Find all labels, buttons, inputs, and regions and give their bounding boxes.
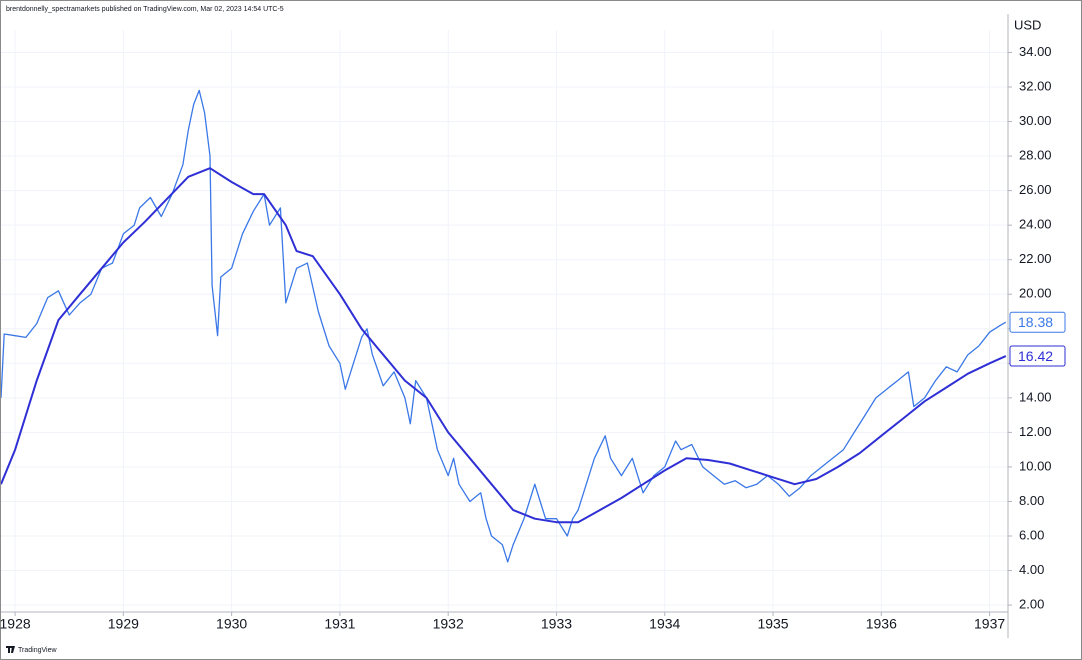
x-tick-label: 1930 (216, 616, 247, 632)
y-tick-label: 2.00 (1019, 597, 1044, 612)
y-tick-label: 12.00 (1019, 424, 1052, 439)
x-tick-label: 1933 (541, 616, 572, 632)
x-tick-label: 1935 (757, 616, 788, 632)
y-tick-label: 6.00 (1019, 527, 1044, 542)
last-value-box (1009, 311, 1066, 333)
y-tick-label: 10.00 (1019, 458, 1052, 473)
y-tick-label: 20.00 (1019, 286, 1052, 301)
unit-label: USD (1014, 17, 1041, 32)
y-tick-label: 14.00 (1019, 389, 1052, 404)
x-tick-label: 1937 (974, 616, 1005, 632)
y-tick-label: 24.00 (1019, 217, 1052, 232)
x-tick-label: 1928 (0, 616, 31, 632)
y-tick-label: 28.00 (1019, 148, 1052, 163)
y-tick-label: 32.00 (1019, 78, 1052, 93)
y-tick-label: 4.00 (1019, 562, 1044, 577)
logo (6, 646, 15, 653)
y-tick-label: 8.00 (1019, 493, 1044, 508)
last-value-label: 18.38 (1018, 314, 1053, 330)
attribution: brentdonnelly_spectramarkets published o… (6, 6, 284, 13)
x-tick-label: 1932 (433, 616, 464, 632)
last-value-box (1009, 345, 1066, 367)
watermark: TradingView (18, 647, 57, 654)
x-tick-label: 1934 (649, 616, 680, 632)
y-tick-label: 34.00 (1019, 44, 1052, 59)
x-tick-label: 1931 (324, 616, 355, 632)
x-tick-label: 1929 (108, 616, 139, 632)
x-tick-label: 1936 (866, 616, 897, 632)
series-line (1, 89, 1007, 563)
y-tick-label: 30.00 (1019, 113, 1052, 128)
last-value-label: 16.42 (1018, 348, 1053, 364)
series-line (1, 167, 1007, 524)
y-tick-label: 22.00 (1019, 251, 1052, 266)
y-tick-label: 26.00 (1019, 182, 1052, 197)
